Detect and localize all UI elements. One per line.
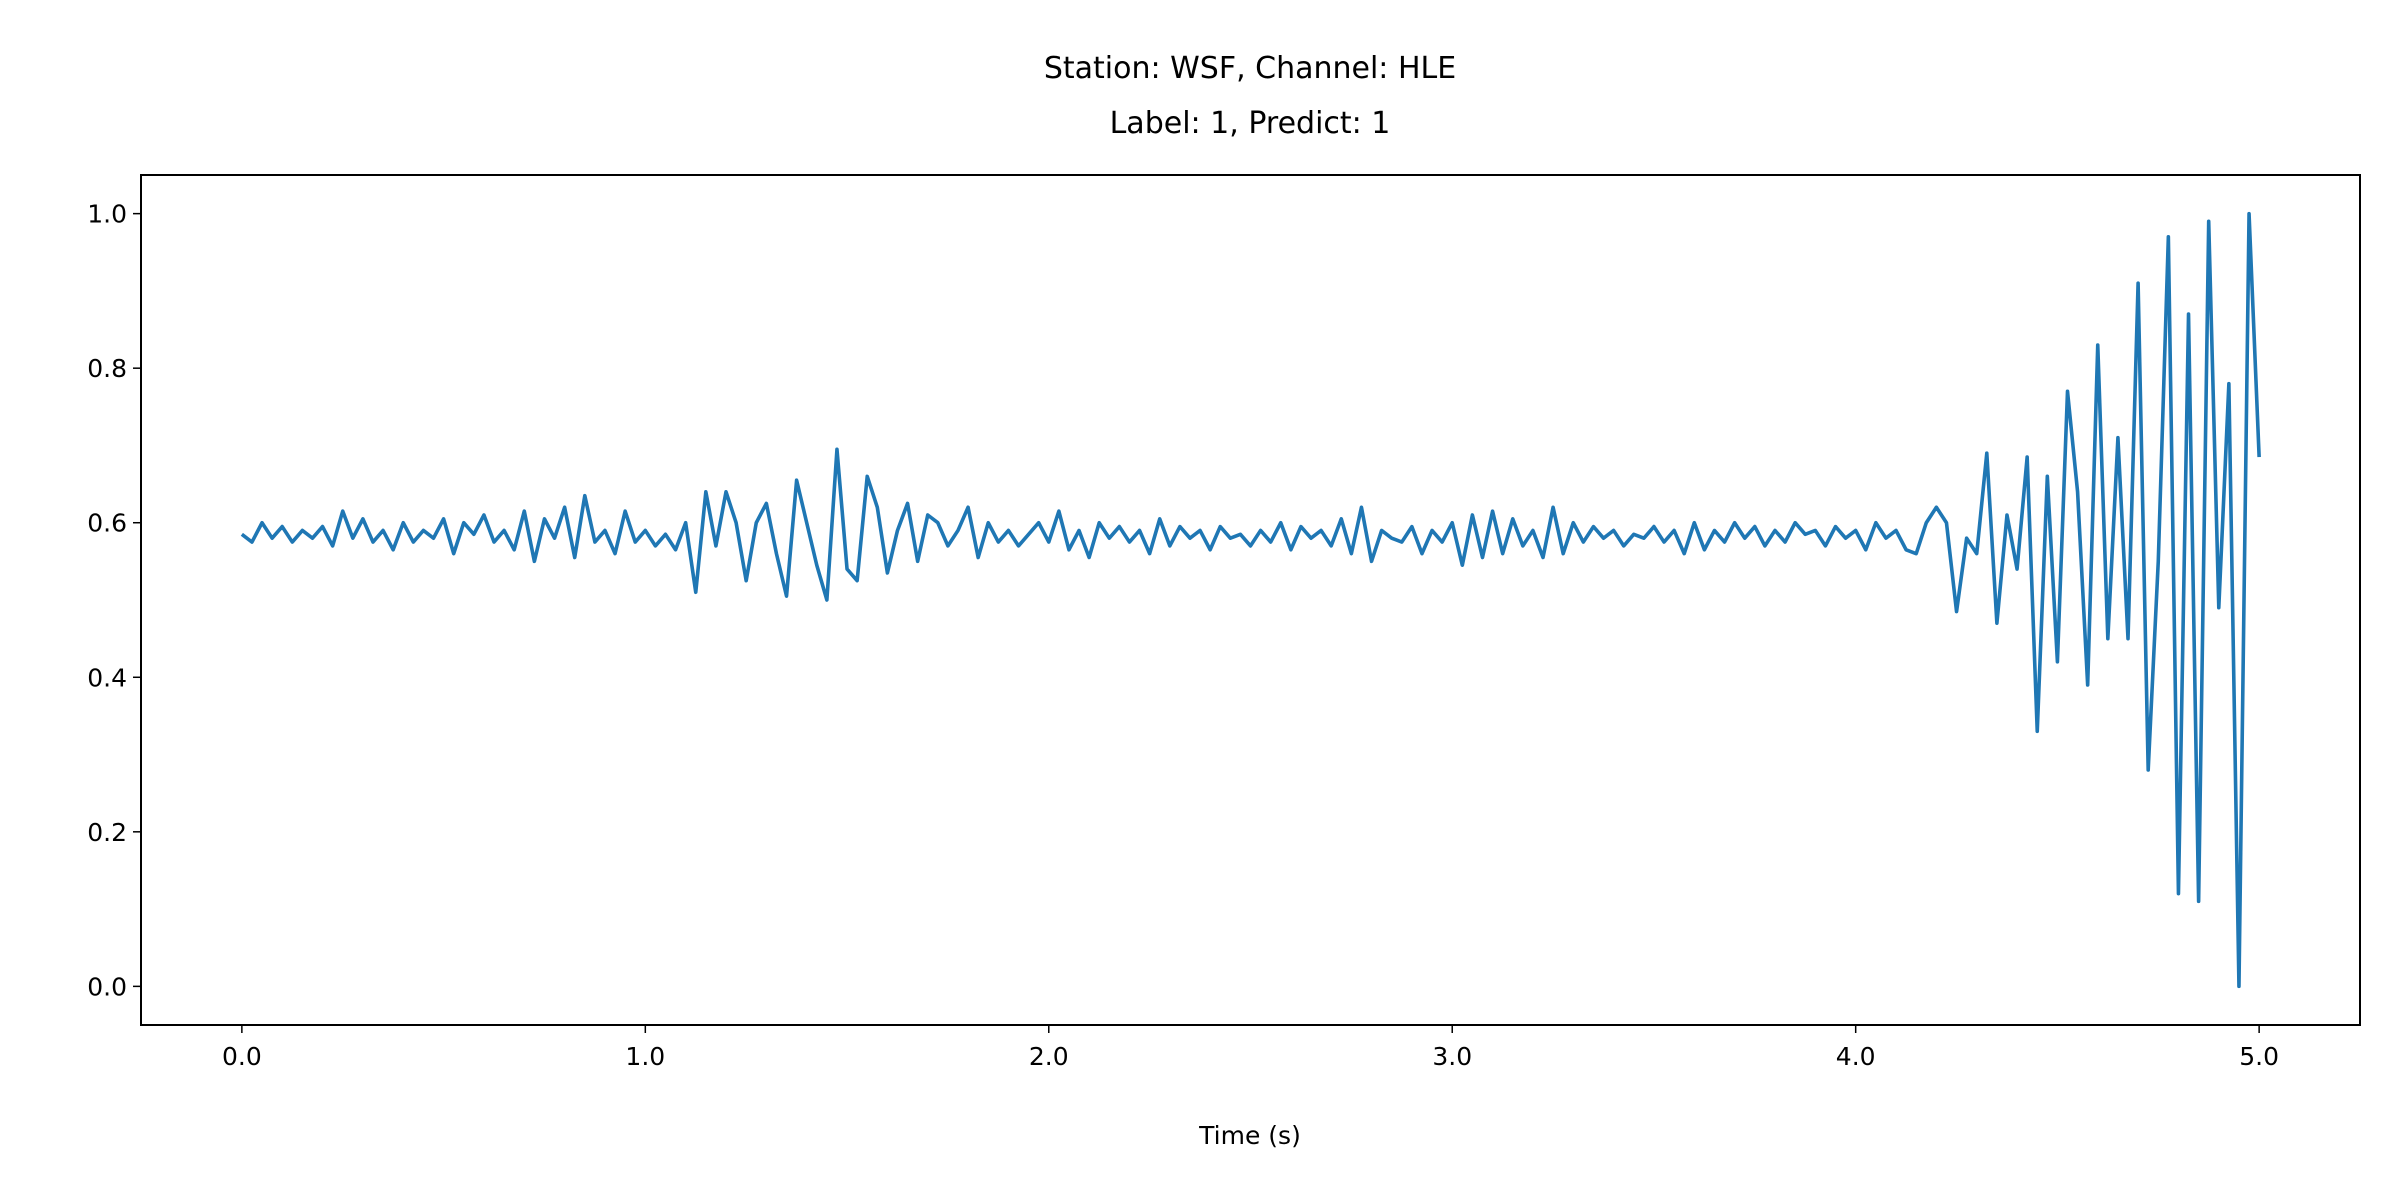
x-tick-label: 4.0 [1836, 1042, 1876, 1071]
plot-area [240, 211, 2261, 989]
x-axis-label: Time (s) [1198, 1121, 1301, 1150]
y-tick-label: 0.0 [87, 972, 127, 1001]
x-tick-label: 0.0 [222, 1042, 262, 1071]
axes-frame [140, 174, 2361, 1026]
x-tick-label: 3.0 [1432, 1042, 1472, 1071]
y-tick-label: 0.6 [87, 509, 127, 538]
x-tick-label: 5.0 [2239, 1042, 2279, 1071]
chart-subtitle: Label: 1, Predict: 1 [1110, 106, 1391, 141]
y-tick-label: 0.8 [87, 354, 127, 383]
x-tick-label: 1.0 [625, 1042, 665, 1071]
x-tick-label: 2.0 [1029, 1042, 1069, 1071]
y-tick-label: 1.0 [87, 200, 127, 229]
y-tick-label: 0.2 [87, 818, 127, 847]
chart-title: Station: WSF, Channel: HLE [1044, 51, 1456, 86]
y-tick-label: 0.4 [87, 663, 127, 692]
signal-line [240, 211, 2261, 989]
